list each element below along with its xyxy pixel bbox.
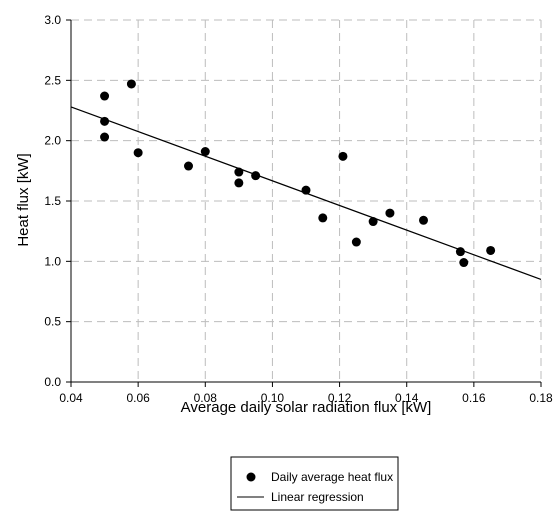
data-point — [100, 132, 110, 142]
x-tick-label: 0.14 — [395, 391, 419, 405]
x-tick-label: 0.12 — [328, 391, 352, 405]
data-point — [251, 171, 261, 181]
data-point — [368, 217, 378, 227]
tick-label-layer: 0.04 0.06 0.08 0.10 0.12 0.14 0.16 0.18 0.0 0.5 1.… — [44, 13, 553, 405]
legend-marker-scatter — [246, 472, 256, 482]
data-point — [486, 245, 496, 255]
y-tick-label: 0.0 — [44, 375, 61, 389]
y-axis-title: Heat flux [kW] — [15, 153, 32, 246]
y-tick-label: 1.5 — [44, 194, 61, 208]
data-point — [318, 213, 328, 223]
x-tick-label: 0.18 — [529, 391, 553, 405]
data-point — [459, 258, 469, 268]
grid-layer — [71, 19, 542, 382]
data-point — [184, 161, 193, 171]
data-point — [234, 167, 244, 177]
x-tick-label: 0.08 — [194, 391, 218, 405]
y-tick-label: 3.0 — [44, 13, 61, 27]
x-tick-label: 0.16 — [462, 391, 486, 405]
x-tick-label: 0.10 — [261, 391, 285, 405]
data-point — [351, 237, 361, 247]
y-tick-label: 0.5 — [44, 315, 61, 329]
y-tick-label: 2.0 — [44, 134, 61, 148]
y-tick-label: 1.0 — [44, 254, 61, 268]
data-point — [419, 215, 428, 225]
data-point — [133, 148, 143, 158]
data-point — [301, 185, 311, 195]
legend-label-scatter: Daily average heat flux — [271, 470, 393, 484]
data-point — [455, 247, 465, 257]
data-point — [338, 151, 348, 161]
legend-label-regression: Linear regression — [271, 490, 364, 504]
data-point — [200, 147, 210, 157]
data-point — [100, 116, 110, 126]
data-point — [126, 79, 136, 89]
data-point — [100, 91, 110, 101]
axes-layer — [66, 19, 542, 387]
data-layer — [70, 79, 542, 280]
legend: Daily average heat flux Linear regressio… — [230, 456, 399, 511]
data-point — [385, 208, 395, 218]
x-axis-title: Average daily solar radiation flux [kW] — [181, 399, 432, 416]
x-tick-label: 0.04 — [59, 391, 83, 405]
x-tick-label: 0.06 — [126, 391, 150, 405]
data-point — [234, 178, 244, 188]
legend-box — [230, 456, 399, 511]
y-tick-label: 2.5 — [44, 73, 61, 87]
